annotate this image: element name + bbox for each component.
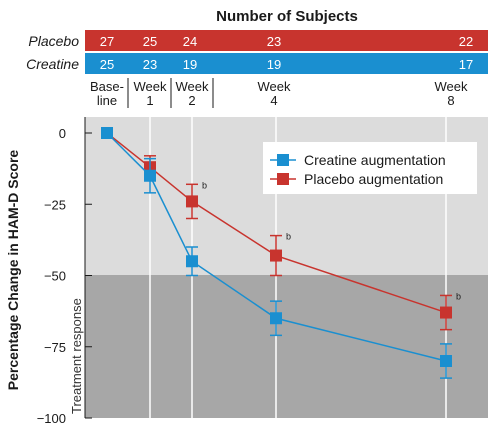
y-tick-label: −100: [37, 411, 66, 426]
placebo-count-bar: [85, 30, 488, 51]
plot-area: [85, 117, 488, 275]
data-point: [186, 195, 198, 208]
creatine-row-label: Creatine: [26, 56, 79, 72]
subject-count: 19: [183, 57, 197, 72]
subject-count: 25: [100, 57, 114, 72]
subject-count: 23: [143, 57, 157, 72]
timepoint-label: 8: [447, 93, 454, 108]
data-point: [440, 306, 452, 319]
legend-box: [263, 142, 477, 194]
timepoint-label: 4: [270, 93, 277, 108]
y-tick-label: −75: [44, 340, 66, 355]
timepoint-label: Week: [134, 79, 167, 94]
subject-count: 22: [459, 34, 473, 49]
subject-counts: 27 25 24 23 22 25 23 19 19 17: [100, 34, 473, 72]
data-point: [186, 255, 198, 268]
timepoint-label: Week: [176, 79, 209, 94]
series-creatine: [101, 127, 452, 379]
table-title: Number of Subjects: [216, 8, 358, 25]
subject-count: 27: [100, 34, 114, 49]
legend: Creatine augmentation Placebo augmentatio…: [270, 152, 446, 187]
legend-marker: [277, 154, 289, 166]
creatine-count-bar: [85, 53, 488, 74]
data-point: [270, 312, 282, 325]
subject-count: 24: [183, 34, 197, 49]
y-axis-label: Percentage Change in HAM-D Score: [5, 150, 21, 391]
legend-label: Creatine augmentation: [304, 152, 446, 168]
timepoint-label: Base-: [90, 79, 124, 94]
timepoint-label: line: [97, 93, 117, 108]
legend-label: Placebo augmentation: [304, 171, 443, 187]
y-tick-label: 0: [59, 126, 66, 141]
subject-count: 25: [143, 34, 157, 49]
subject-count: 23: [267, 34, 281, 49]
data-point: [144, 169, 156, 182]
timepoint-label: Week: [258, 79, 291, 94]
data-point: [270, 249, 282, 262]
significance-note: b: [456, 291, 461, 301]
timepoint-label: Week: [435, 79, 468, 94]
significance-note: b: [202, 180, 207, 190]
timepoint-label: 2: [188, 93, 195, 108]
treatment-response-zone: [85, 275, 488, 418]
treatment-response-label: Treatment response: [69, 298, 84, 414]
data-series: b b b: [101, 127, 461, 379]
data-point: [440, 355, 452, 367]
placebo-row-label: Placebo: [28, 33, 79, 49]
timepoint-label: 1: [146, 93, 153, 108]
data-point: [101, 127, 113, 139]
subject-count: 17: [459, 57, 473, 72]
subject-count: 19: [267, 57, 281, 72]
y-tick-label: −25: [44, 197, 66, 212]
significance-note: b: [286, 232, 291, 242]
y-ticks: 0 −25 −50 −75 −100: [37, 126, 92, 426]
y-tick-label: −50: [44, 269, 66, 284]
legend-marker: [277, 173, 289, 185]
